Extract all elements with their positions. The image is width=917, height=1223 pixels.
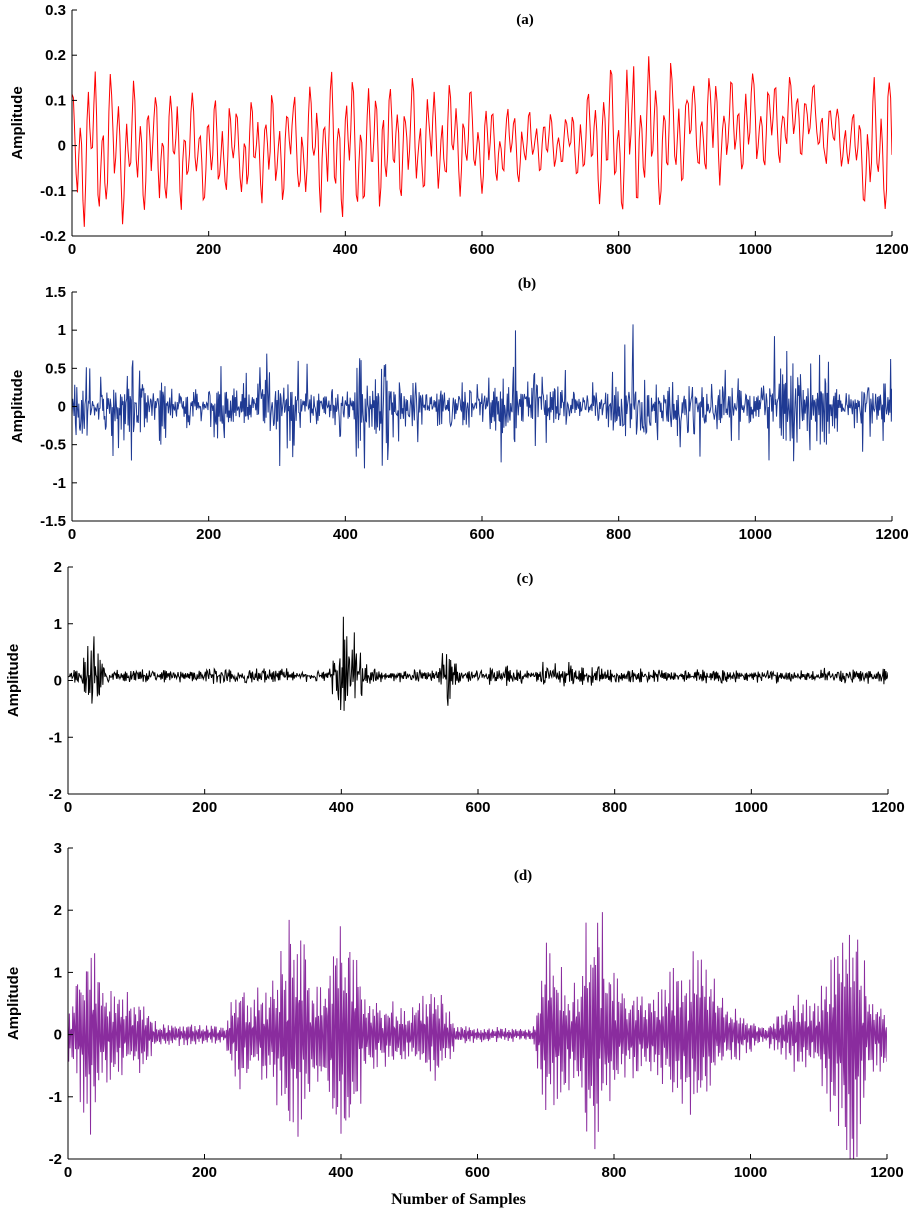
y-tick-label: -1.5 xyxy=(40,513,66,530)
x-tick-label: 200 xyxy=(196,241,221,258)
y-tick-label: 0.2 xyxy=(45,47,66,64)
y-tick-label: 1 xyxy=(58,322,66,339)
x-tick-label: 400 xyxy=(333,241,358,258)
x-tick-label: 800 xyxy=(601,1164,626,1181)
x-tick-label: 0 xyxy=(64,1164,72,1181)
y-tick-label: -1 xyxy=(49,1089,62,1106)
y-tick-label: 3 xyxy=(54,840,62,857)
y-tick-label: 0.1 xyxy=(45,92,66,109)
x-tick-label: 1200 xyxy=(875,526,908,543)
panel-title: (c) xyxy=(517,571,534,587)
chart-panel: 0 200 400 600 800 1000 1200 -0.2 -0.1 0 0.1 0.2 0.3 A… xyxy=(9,2,909,258)
y-tick-label: 0 xyxy=(58,138,66,155)
x-tick-label: 600 xyxy=(465,799,490,816)
x-tick-label: 0 xyxy=(64,799,72,816)
y-tick-label: -1 xyxy=(53,475,66,492)
x-tick-label: 400 xyxy=(333,526,358,543)
y-tick-label: -2 xyxy=(49,1151,62,1168)
x-tick-label: 200 xyxy=(192,799,217,816)
y-tick-label: -1 xyxy=(49,729,62,746)
y-tick-label: 2 xyxy=(54,559,62,576)
y-tick-label: -0.1 xyxy=(40,183,66,200)
x-tick-label: 0 xyxy=(68,526,76,543)
shared-x-axis-label: Number of Samples xyxy=(391,1191,526,1208)
y-tick-label: -0.2 xyxy=(40,228,66,245)
signal-series-line xyxy=(72,324,892,469)
y-tick-label: -2 xyxy=(49,786,62,803)
y-tick-label: 0.3 xyxy=(45,2,66,19)
chart-panel: 0 200 400 600 800 1000 1200 -1.5 -1 -0.5 0 0.5 1 1.5 A… xyxy=(9,276,909,543)
x-tick-label: 0 xyxy=(68,241,76,258)
x-tick-label: 600 xyxy=(469,241,494,258)
y-axis-label: Amplitude xyxy=(9,86,26,159)
x-tick-label: 400 xyxy=(329,799,354,816)
chart-panel: 0 200 400 600 800 1000 1200 -2 -1 0 1 2 3 Amplitude (d… xyxy=(5,840,904,1181)
y-tick-label: 0 xyxy=(54,1027,62,1044)
y-axis-label: Amplitude xyxy=(5,967,22,1040)
y-axis-label: Amplitude xyxy=(9,370,26,443)
y-tick-label: 2 xyxy=(54,902,62,919)
x-tick-label: 200 xyxy=(196,526,221,543)
y-tick-label: 1 xyxy=(54,616,62,633)
x-tick-label: 600 xyxy=(469,526,494,543)
y-tick-label: -0.5 xyxy=(40,437,66,454)
x-tick-label: 1000 xyxy=(735,799,768,816)
chart-panel: 0 200 400 600 800 1000 1200 -2 -1 0 1 2 Amplitude (c) xyxy=(5,559,905,816)
x-tick-label: 800 xyxy=(606,526,631,543)
x-tick-label: 1000 xyxy=(734,1164,767,1181)
signal-series-line xyxy=(72,56,892,227)
x-tick-label: 1200 xyxy=(870,1164,903,1181)
panel-title: (b) xyxy=(518,276,536,292)
x-tick-label: 1000 xyxy=(739,526,772,543)
x-tick-label: 400 xyxy=(328,1164,353,1181)
x-tick-label: 1200 xyxy=(875,241,908,258)
y-tick-label: 0 xyxy=(54,673,62,690)
x-tick-label: 1000 xyxy=(739,241,772,258)
x-tick-label: 200 xyxy=(192,1164,217,1181)
y-tick-label: 0 xyxy=(58,399,66,416)
y-tick-label: 1 xyxy=(54,964,62,981)
x-tick-label: 800 xyxy=(602,799,627,816)
y-axis-label: Amplitude xyxy=(5,644,22,717)
panel-title: (d) xyxy=(514,868,532,884)
x-tick-label: 1200 xyxy=(871,799,904,816)
signal-series-line xyxy=(68,616,888,711)
signal-series-line xyxy=(68,912,887,1159)
panel-title: (a) xyxy=(516,12,534,28)
x-tick-label: 600 xyxy=(465,1164,490,1181)
y-tick-label: 1.5 xyxy=(45,284,66,301)
x-tick-label: 800 xyxy=(606,241,631,258)
y-tick-label: 0.5 xyxy=(45,360,66,377)
